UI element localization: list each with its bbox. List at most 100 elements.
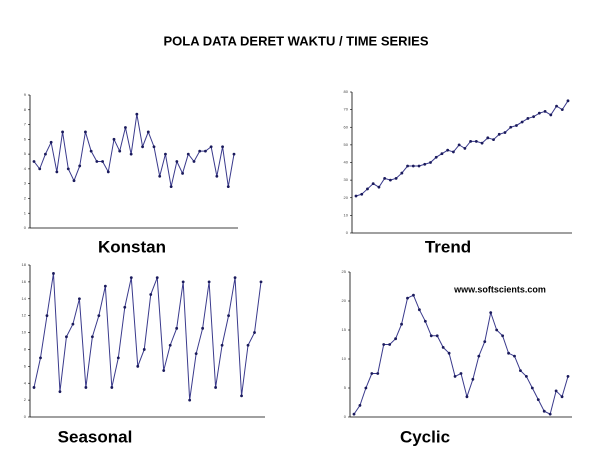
point <box>146 130 150 134</box>
point <box>560 395 564 399</box>
point <box>201 326 205 330</box>
point <box>471 377 475 381</box>
point <box>61 130 64 134</box>
point <box>240 394 243 398</box>
point <box>417 164 421 168</box>
y-tick-label: 80 <box>344 89 349 94</box>
point <box>181 171 184 175</box>
y-tick-label: 0 <box>344 414 347 419</box>
y-tick-label: 9 <box>24 92 27 97</box>
point <box>38 167 42 171</box>
point <box>141 145 144 149</box>
point <box>453 375 457 378</box>
point <box>89 149 93 153</box>
point <box>549 113 553 117</box>
point <box>486 136 490 140</box>
point <box>95 160 99 163</box>
point <box>66 167 70 171</box>
point <box>477 354 481 358</box>
point <box>524 375 528 378</box>
y-tick-label: 5 <box>344 385 347 390</box>
y-tick-label: 20 <box>344 195 349 200</box>
point <box>394 337 398 341</box>
point <box>49 140 53 144</box>
point <box>465 395 469 399</box>
y-tick-label: 0 <box>24 414 27 419</box>
point <box>406 296 409 300</box>
point <box>447 351 451 355</box>
y-tick-label: 1 <box>24 210 27 215</box>
point <box>97 314 101 318</box>
point <box>84 130 87 134</box>
point <box>441 346 445 349</box>
point <box>412 293 415 297</box>
point <box>463 147 467 150</box>
y-tick-label: 25 <box>342 269 347 274</box>
point <box>192 160 196 163</box>
y-tick-label: 3 <box>24 181 27 186</box>
y-tick-label: 12 <box>22 313 27 318</box>
point <box>452 150 455 154</box>
point <box>354 194 358 198</box>
point <box>52 272 55 275</box>
point <box>158 174 162 178</box>
series-line <box>355 100 569 197</box>
y-tick-label: 30 <box>344 177 349 182</box>
point <box>39 356 42 360</box>
point <box>566 99 570 103</box>
point <box>209 145 213 149</box>
point <box>394 176 398 180</box>
point <box>220 343 224 347</box>
point <box>495 328 499 332</box>
point <box>513 354 516 358</box>
point <box>155 276 159 280</box>
point <box>423 162 427 166</box>
point <box>112 137 116 141</box>
point <box>198 149 202 153</box>
point <box>469 139 472 143</box>
point <box>215 174 219 178</box>
y-tick-label: 2 <box>24 397 27 402</box>
point <box>116 356 120 360</box>
point <box>253 331 256 334</box>
y-tick-label: 60 <box>344 124 349 129</box>
point <box>207 280 211 284</box>
y-tick-label: 8 <box>24 347 27 352</box>
point <box>118 149 122 153</box>
point <box>554 389 558 393</box>
point <box>560 108 564 112</box>
point <box>188 398 192 402</box>
point <box>194 352 198 356</box>
point <box>358 404 362 407</box>
point <box>175 160 179 163</box>
point <box>44 152 47 156</box>
point <box>259 280 263 284</box>
point <box>78 164 82 168</box>
point <box>388 178 392 182</box>
annotation: www.softscients.com <box>453 284 546 294</box>
point <box>483 340 487 343</box>
point <box>366 187 369 191</box>
point <box>84 386 88 389</box>
point <box>227 314 230 318</box>
chart-caption: Trend <box>425 237 471 256</box>
point <box>169 185 173 189</box>
point <box>136 364 140 368</box>
point <box>526 117 530 120</box>
y-tick-label: 14 <box>22 296 27 301</box>
chart-caption: Konstan <box>98 237 166 256</box>
point <box>459 372 463 375</box>
series-line <box>33 273 262 401</box>
point <box>103 284 107 288</box>
y-tick-label: 6 <box>24 136 27 141</box>
point <box>515 124 518 127</box>
point <box>371 182 375 186</box>
point <box>480 141 484 145</box>
y-tick-label: 50 <box>344 142 349 147</box>
point <box>446 148 450 152</box>
point <box>360 192 364 196</box>
point <box>164 152 167 156</box>
point <box>435 334 439 338</box>
y-tick-label: 40 <box>344 160 349 165</box>
point <box>233 276 237 280</box>
